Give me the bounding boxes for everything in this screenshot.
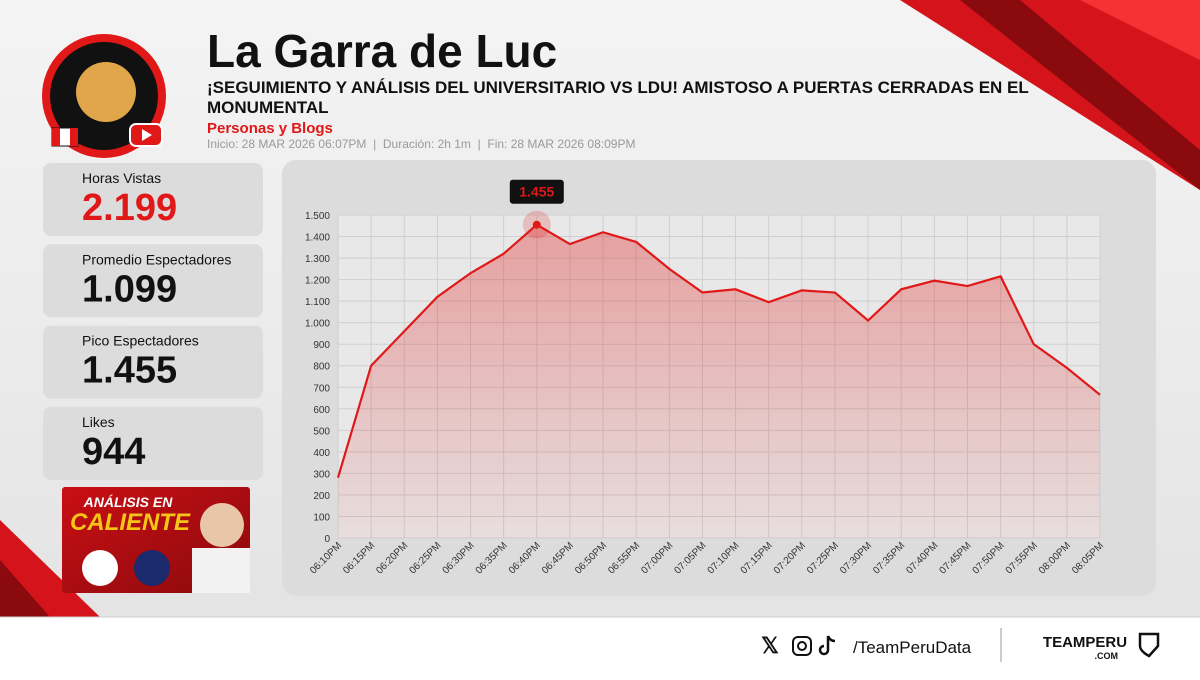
x-icon: 𝕏: [761, 633, 779, 658]
y-tick-label: 1.000: [305, 319, 330, 330]
stat-card: [43, 163, 263, 236]
y-tick-label: 400: [313, 448, 330, 459]
stat-label: Horas Vistas: [82, 170, 161, 186]
corner-decor: [960, 0, 1200, 190]
instagram-icon: [797, 641, 807, 651]
y-tick-label: 1.200: [305, 276, 330, 287]
youtube-icon: [142, 129, 152, 141]
stream-info: Inicio: 28 MAR 2026 06:07PM | Duración: …: [207, 137, 635, 151]
peak-marker: [532, 220, 541, 229]
subtitle: MONUMENTAL: [207, 98, 329, 117]
y-tick-label: 300: [313, 469, 330, 480]
y-tick-label: 0: [324, 534, 330, 545]
stat-label: Promedio Espectadores: [82, 251, 231, 267]
flag: [52, 128, 60, 146]
y-tick-label: 500: [313, 426, 330, 437]
y-tick-label: 800: [313, 362, 330, 373]
y-tick-label: 200: [313, 491, 330, 502]
stat-label: Pico Espectadores: [82, 333, 199, 349]
y-tick-label: 1.400: [305, 233, 330, 244]
y-tick-label: 600: [313, 405, 330, 416]
corner-decor: [900, 0, 1200, 190]
thumbnail-person: [192, 548, 250, 593]
y-tick-label: 900: [313, 340, 330, 351]
stat-card: [43, 325, 263, 399]
stat-value: 2.199: [82, 187, 177, 229]
peak-label-box: [509, 179, 564, 204]
flag: [70, 128, 78, 146]
stat-value: 1.455: [82, 350, 177, 392]
social-handle: /TeamPeruData: [853, 638, 972, 657]
instagram-icon: [792, 636, 812, 656]
title: La Garra de Luc: [207, 25, 557, 77]
stat-card: [43, 406, 263, 480]
corner-decor: [1080, 0, 1200, 60]
brand-shield: [1138, 632, 1160, 658]
stat-card: [43, 244, 263, 318]
thumbnail-person: [200, 503, 244, 547]
logo: [76, 62, 136, 122]
thumbnail-text: ANÁLISIS EN: [83, 494, 174, 510]
thumbnail-text: CALIENTE: [70, 509, 191, 536]
area: [338, 224, 1100, 538]
subtitle: ¡SEGUIMIENTO Y ANÁLISIS DEL UNIVERSITARI…: [207, 78, 1029, 97]
category: Personas y Blogs: [207, 120, 333, 137]
line: [336, 223, 1101, 479]
brand-sub: .COM: [1095, 651, 1119, 661]
brand: TEAMPERU: [1043, 634, 1127, 651]
y-tick-label: 700: [313, 383, 330, 394]
team-crest: [82, 550, 118, 586]
corner-decor: [0, 560, 50, 617]
stat-label: Likes: [82, 414, 115, 430]
peak-label: 1.455: [519, 184, 554, 200]
team-crest: [134, 550, 170, 586]
y-tick-label: 1.300: [305, 254, 330, 265]
y-tick-label: 1.100: [305, 297, 330, 308]
footer: [0, 617, 1200, 675]
stat-value: 944: [82, 431, 145, 473]
stat-value: 1.099: [82, 268, 177, 310]
tiktok-icon: [818, 635, 836, 656]
y-tick-label: 100: [313, 512, 330, 523]
y-tick-label: 1.500: [305, 211, 330, 222]
